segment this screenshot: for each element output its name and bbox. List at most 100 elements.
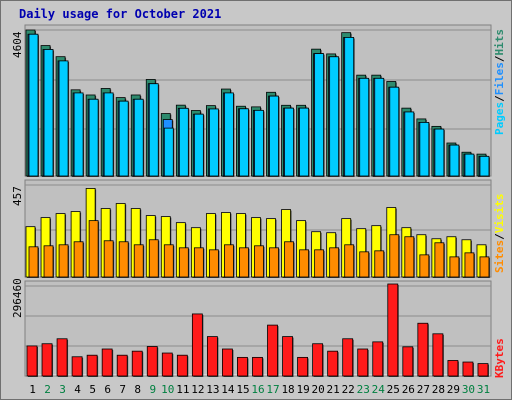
bar-pages-day-6 xyxy=(103,92,114,177)
bar-pages-day-4 xyxy=(73,92,84,177)
bar-sites-day-16 xyxy=(254,245,264,278)
x-tick-label-26: 26 xyxy=(402,383,415,396)
x-tick-label-3: 3 xyxy=(59,383,66,396)
x-tick-label-12: 12 xyxy=(191,383,204,396)
chart-title: Daily usage for October 2021 xyxy=(19,7,221,21)
bar-sites-day-25 xyxy=(389,234,400,278)
bar-kbytes-day-22 xyxy=(342,338,354,377)
bar-pages-day-7 xyxy=(118,100,129,177)
bar-sites-day-28 xyxy=(434,242,445,278)
bar-kbytes-day-13 xyxy=(206,336,218,377)
bar-pages-day-2 xyxy=(43,49,54,177)
bar-pages-day-25 xyxy=(389,86,400,177)
bar-kbytes-day-10 xyxy=(161,352,173,377)
bar-pages-day-14 xyxy=(224,92,234,177)
bar-kbytes-day-6 xyxy=(101,348,113,377)
bar-sites-day-21 xyxy=(329,247,340,278)
bar-sites-day-5 xyxy=(88,220,99,278)
bar-kbytes-day-7 xyxy=(116,354,128,377)
bar-pages-day-16 xyxy=(254,109,264,177)
bar-sites-day-17 xyxy=(269,247,279,278)
x-tick-label-21: 21 xyxy=(327,383,340,396)
x-tick-label-10: 10 xyxy=(161,383,174,396)
x-tick-label-7: 7 xyxy=(119,383,126,396)
bar-sites-day-3 xyxy=(58,244,69,278)
x-tick-label-28: 28 xyxy=(432,383,445,396)
x-tick-label-9: 9 xyxy=(149,383,156,396)
x-tick-label-13: 13 xyxy=(206,383,219,396)
x-tick-label-19: 19 xyxy=(296,383,309,396)
bar-kbytes-day-11 xyxy=(176,354,188,377)
legend-top: Pages/Files/Hits xyxy=(493,29,506,135)
bar-pages-day-10 xyxy=(163,127,174,177)
x-tick-label-27: 27 xyxy=(417,383,430,396)
x-tick-label-23: 23 xyxy=(357,383,370,396)
x-tick-label-18: 18 xyxy=(281,383,294,396)
bar-sites-day-11 xyxy=(178,247,189,278)
x-tick-label-8: 8 xyxy=(134,383,141,396)
x-tick-label-2: 2 xyxy=(44,383,51,396)
bar-sites-day-13 xyxy=(208,249,219,278)
bar-pages-day-23 xyxy=(359,77,370,177)
bar-kbytes-day-30 xyxy=(462,361,474,377)
bar-kbytes-day-25 xyxy=(387,283,399,377)
bar-sites-day-23 xyxy=(359,251,370,278)
bar-kbytes-day-21 xyxy=(327,350,339,377)
bar-kbytes-day-12 xyxy=(191,313,203,377)
bar-kbytes-day-8 xyxy=(131,350,143,377)
x-tick-label-6: 6 xyxy=(104,383,111,396)
legend-visits: Visits xyxy=(493,194,506,234)
bar-kbytes-day-19 xyxy=(297,356,308,377)
bar-kbytes-day-18 xyxy=(282,336,293,377)
bar-sites-day-31 xyxy=(479,256,490,278)
chart-bars xyxy=(25,29,490,377)
bar-sites-day-14 xyxy=(224,244,234,278)
x-tick-label-16: 16 xyxy=(251,383,264,396)
bar-kbytes-day-2 xyxy=(41,343,53,377)
bar-pages-day-22 xyxy=(344,37,355,177)
legend-hits: Hits xyxy=(493,29,506,56)
bar-pages-day-3 xyxy=(58,60,69,177)
bar-kbytes-day-27 xyxy=(417,322,429,377)
bar-sites-day-19 xyxy=(299,249,309,278)
bar-pages-day-9 xyxy=(148,83,159,177)
legend-bot: KBytes xyxy=(493,338,506,378)
bar-kbytes-day-3 xyxy=(56,338,68,377)
bar-pages-day-24 xyxy=(374,77,385,177)
x-tick-label-17: 17 xyxy=(266,383,279,396)
bar-pages-day-20 xyxy=(314,53,325,177)
legend-files: Files xyxy=(493,62,506,95)
bar-sites-day-1 xyxy=(28,246,39,278)
bar-sites-day-8 xyxy=(133,244,144,278)
x-tick-label-4: 4 xyxy=(74,383,81,396)
bar-pages-day-26 xyxy=(404,111,415,177)
bar-sites-day-9 xyxy=(148,239,159,278)
bar-pages-day-12 xyxy=(193,113,204,177)
bar-pages-day-8 xyxy=(133,98,144,177)
bar-kbytes-day-9 xyxy=(146,346,158,377)
bar-pages-day-18 xyxy=(284,107,294,177)
bar-kbytes-day-17 xyxy=(267,324,278,377)
bar-pages-day-28 xyxy=(434,128,445,177)
bar-sites-day-7 xyxy=(118,241,129,278)
bar-kbytes-day-4 xyxy=(71,356,83,377)
bar-sites-day-6 xyxy=(103,240,114,278)
y-tick-visits: 457 xyxy=(11,186,24,206)
legend-kbytes: KBytes xyxy=(493,338,506,378)
bar-kbytes-day-15 xyxy=(237,356,248,377)
legend-sep-3: / xyxy=(493,233,506,240)
legend-pages: Pages xyxy=(493,102,506,135)
x-tick-label-1: 1 xyxy=(29,383,36,396)
bar-kbytes-day-28 xyxy=(432,333,444,377)
x-tick-label-25: 25 xyxy=(387,383,400,396)
bar-sites-day-12 xyxy=(193,247,204,278)
x-tick-label-30: 30 xyxy=(462,383,475,396)
x-tick-label-24: 24 xyxy=(372,383,386,396)
bar-kbytes-day-16 xyxy=(252,356,263,377)
bar-pages-day-11 xyxy=(178,107,189,177)
bar-kbytes-day-26 xyxy=(402,346,414,377)
bar-sites-day-22 xyxy=(344,244,355,278)
bar-sites-day-18 xyxy=(284,241,294,278)
bar-sites-day-2 xyxy=(43,245,54,278)
